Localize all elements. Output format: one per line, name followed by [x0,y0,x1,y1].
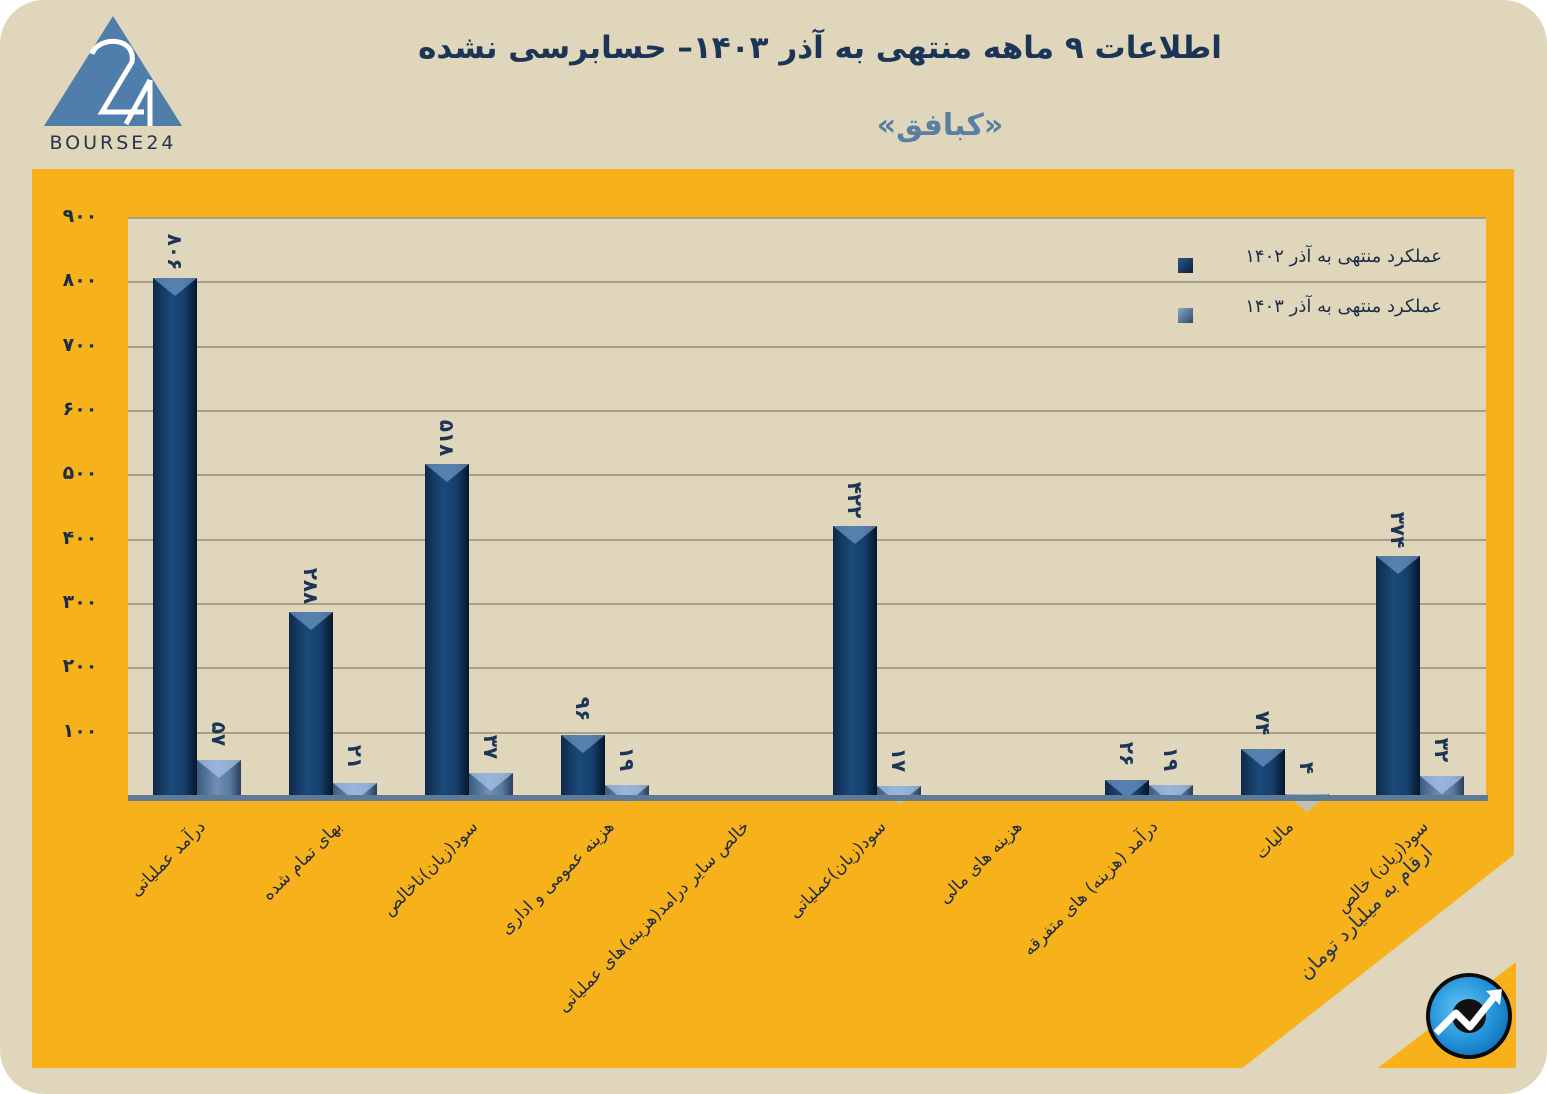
x-axis-line [128,795,1488,801]
y-tick-label: ۷۰۰ [62,333,98,356]
legend-item-1403: عملکرد منتهی به آذر ۱۴۰۳ [1170,292,1460,342]
bar-1402 [153,278,197,797]
gridline [128,217,1486,219]
y-tick-label: ۲۰۰ [62,655,98,678]
bar-value-label: ۴ [1295,762,1319,775]
bar-1402 [425,463,469,797]
bar-value-label: ۵۱۸ [435,419,459,457]
bar-value-label: ۹۶ [571,697,595,722]
plot-area [128,217,1486,797]
bar-value-label: ۸۰۶ [163,234,187,271]
gridline [128,474,1486,477]
legend-item-1402: عملکرد منتهی به آذر ۱۴۰۲ [1170,242,1460,292]
gridline [128,345,1486,348]
legend-swatch-1402 [1178,258,1193,273]
bar-1402 [289,611,333,797]
bar-1402 [1241,749,1285,797]
bar-1402 [561,735,605,797]
bar-value-label: ۴۲۲ [843,481,867,518]
chart-subtitle: «کبافق» [876,108,1004,143]
bar-1402 [1105,780,1149,799]
bar-value-label: ۲۶ [1115,742,1139,767]
chart-title: اطلاعات ۹ ماهه منتهی به آذر ۱۴۰۳– حسابرس… [418,30,1222,66]
legend-label-1403: عملکرد منتهی به آذر ۱۴۰۳ [1245,296,1442,317]
y-tick-label: ۹۰۰ [62,205,98,227]
bar-1403 [197,760,241,797]
gridline [128,667,1486,670]
bar-value-label: ۵۷ [207,722,231,747]
bar-value-label: ۱۹ [615,746,639,771]
gridline [128,410,1486,412]
trend-arrow-icon [1426,973,1512,1059]
bar-value-label: ۳۷۴ [1386,512,1410,549]
gridline [128,281,1486,284]
y-tick-label: ۸۰۰ [62,269,98,292]
legend-swatch-1403 [1178,308,1193,323]
bar-value-label: ۳۷ [479,734,503,760]
y-tick-label: ۱۰۰ [62,719,98,742]
bar-value-label: ۱۷ [887,747,911,773]
gridline [128,731,1486,734]
bar-1403 [469,773,513,797]
logo-text: BOURSE24 [49,132,177,154]
bar-value-label: ۲۱ [343,745,367,770]
y-tick-label: ۶۰۰ [62,398,98,420]
bar-value-label: ۱۹ [1159,746,1183,771]
gridline [128,603,1486,605]
y-tick-label: ۴۰۰ [62,526,98,549]
y-tick-label: ۵۰۰ [62,462,98,485]
bar-value-label: ۲۸۸ [299,567,323,605]
bar-value-label: ۷۴ [1251,711,1275,736]
bar-value-label: ۳۲ [1430,738,1454,763]
gridline [128,538,1486,541]
y-tick-label: ۳۰۰ [62,591,98,613]
bourse24-logo-icon [44,16,182,126]
bar-1402 [833,525,877,797]
bar-1403 [1420,776,1464,797]
legend: عملکرد منتهی به آذر ۱۴۰۲ عملکرد منتهی به… [1170,242,1460,342]
legend-label-1402: عملکرد منتهی به آذر ۱۴۰۲ [1245,246,1442,267]
bar-1402 [1376,556,1420,797]
